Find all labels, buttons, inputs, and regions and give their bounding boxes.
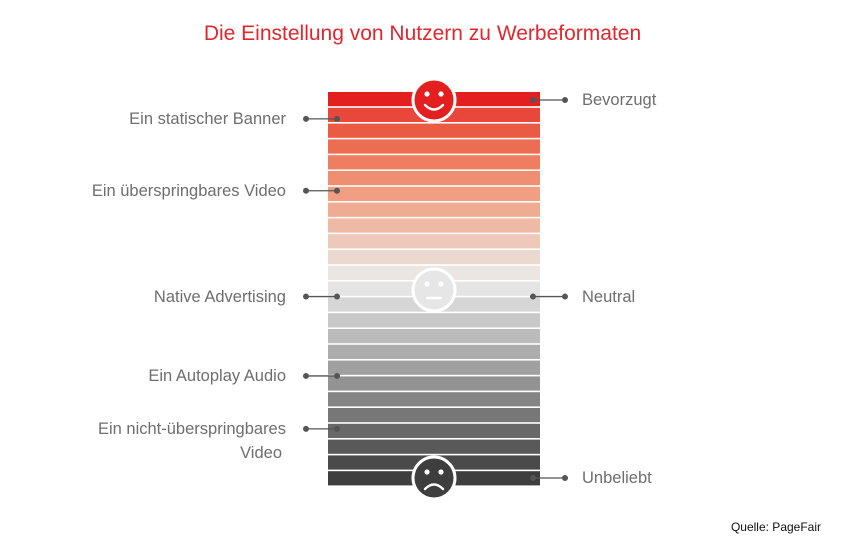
happy-face-icon <box>411 77 457 123</box>
left-label-line: Ein Autoplay Audio <box>148 366 286 385</box>
scale-stripe <box>328 155 540 170</box>
scale-stripe <box>328 376 540 391</box>
scale-stripe <box>328 139 540 154</box>
connector-dot <box>303 187 309 194</box>
connector-dot <box>303 293 309 300</box>
source-note: Quelle: PageFair <box>730 520 821 534</box>
left-label: Ein statischer Banner <box>129 107 286 131</box>
scale-stripe <box>328 250 540 265</box>
connector-dot <box>303 372 309 379</box>
scale-stripe <box>328 439 540 454</box>
connector-dot <box>334 187 340 194</box>
left-label-line: Video <box>240 443 282 462</box>
connector-dot <box>562 97 568 103</box>
scale-stripe <box>328 186 540 201</box>
connector-dot <box>334 425 340 432</box>
connector-dot <box>334 293 340 300</box>
scale-stripe <box>328 313 540 328</box>
connector-dot <box>303 115 309 122</box>
connector-lines <box>303 97 568 481</box>
left-label-line: Ein überspringbares Video <box>91 181 286 200</box>
scale-stripe <box>328 202 540 217</box>
scale-stripe <box>328 123 540 138</box>
left-label-line: Native Advertising <box>153 287 286 306</box>
connector-dot <box>303 425 309 432</box>
right-label: Neutral <box>582 287 636 306</box>
sad-face-icon <box>411 455 457 501</box>
connector-dot <box>334 115 340 122</box>
left-label-line: Ein statischer Banner <box>129 109 286 128</box>
right-label: Unbeliebt <box>582 469 652 487</box>
scale-stripe <box>328 423 540 438</box>
diagram-title: Die Einstellung von Nutzern zu Werbeform… <box>203 22 642 45</box>
connector-dot <box>530 97 536 103</box>
connector-dot <box>530 475 536 481</box>
connector-dot <box>530 293 536 300</box>
neutral-face-icon <box>411 267 457 313</box>
scale-stripe <box>328 360 540 375</box>
left-label: Ein Autoplay Audio <box>148 364 286 388</box>
left-label: Native Advertising <box>154 285 286 309</box>
connector-dot <box>562 475 568 481</box>
left-label: Ein überspringbares Video <box>92 179 286 203</box>
scale-stripe <box>328 218 540 233</box>
scale-stripe <box>328 408 540 423</box>
left-label-line: Ein nicht-überspringbares <box>97 419 286 438</box>
scale-stripe <box>328 329 540 344</box>
scale-stripe <box>328 344 540 359</box>
left-label: Ein nicht-überspringbares Video <box>98 417 286 465</box>
right-label: Bevorzugt <box>582 91 657 109</box>
scale-stripe <box>328 171 540 186</box>
scale-stripe <box>328 234 540 249</box>
connector-dot <box>562 293 568 300</box>
scale-stripe <box>328 392 540 407</box>
connector-dot <box>334 372 340 379</box>
face-icons <box>411 77 457 501</box>
scale-stripes <box>328 92 540 486</box>
